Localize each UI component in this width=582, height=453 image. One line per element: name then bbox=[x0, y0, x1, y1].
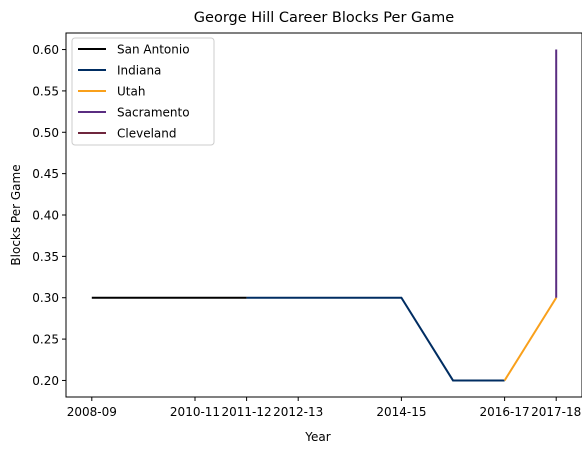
x-tick-label: 2008-09 bbox=[67, 405, 117, 419]
y-tick-label: 0.35 bbox=[32, 250, 59, 264]
y-tick-label: 0.55 bbox=[32, 84, 59, 98]
x-axis-label: Year bbox=[304, 430, 330, 444]
x-axis: 2008-09 2010-11 2011-12 2012-13 2014-15 2016-… bbox=[67, 397, 582, 419]
legend-label: Sacramento bbox=[117, 106, 190, 120]
legend-label: Indiana bbox=[117, 64, 161, 78]
y-tick-label: 0.25 bbox=[32, 333, 59, 347]
x-tick-label: 2014-15 bbox=[376, 405, 426, 419]
chart-title: George Hill Career Blocks Per Game bbox=[194, 10, 454, 26]
y-axis: 0.20 0.25 0.30 0.35 0.40 0.45 0.50 0.55 0.60 bbox=[32, 43, 66, 388]
y-tick-label: 0.45 bbox=[32, 167, 59, 181]
series-line-indiana bbox=[247, 298, 505, 381]
y-tick-label: 0.40 bbox=[32, 209, 59, 223]
legend: San Antonio Indiana Utah Sacramento Clevelan… bbox=[72, 38, 214, 145]
legend-label: San Antonio bbox=[117, 43, 190, 57]
x-tick-label: 2017-18 bbox=[531, 405, 581, 419]
y-tick-label: 0.30 bbox=[32, 291, 59, 305]
x-tick-label: 2016-17 bbox=[480, 405, 530, 419]
y-tick-label: 0.60 bbox=[32, 43, 59, 57]
legend-label: Utah bbox=[117, 85, 145, 99]
legend-label: Cleveland bbox=[117, 127, 177, 141]
y-tick-label: 0.20 bbox=[32, 374, 59, 388]
y-axis-label: Blocks Per Game bbox=[9, 164, 23, 265]
x-tick-label: 2010-11 bbox=[170, 405, 220, 419]
x-tick-label: 2011-12 bbox=[222, 405, 272, 419]
series-line-utah bbox=[505, 298, 557, 381]
x-tick-label: 2012-13 bbox=[273, 405, 323, 419]
y-tick-label: 0.50 bbox=[32, 126, 59, 140]
